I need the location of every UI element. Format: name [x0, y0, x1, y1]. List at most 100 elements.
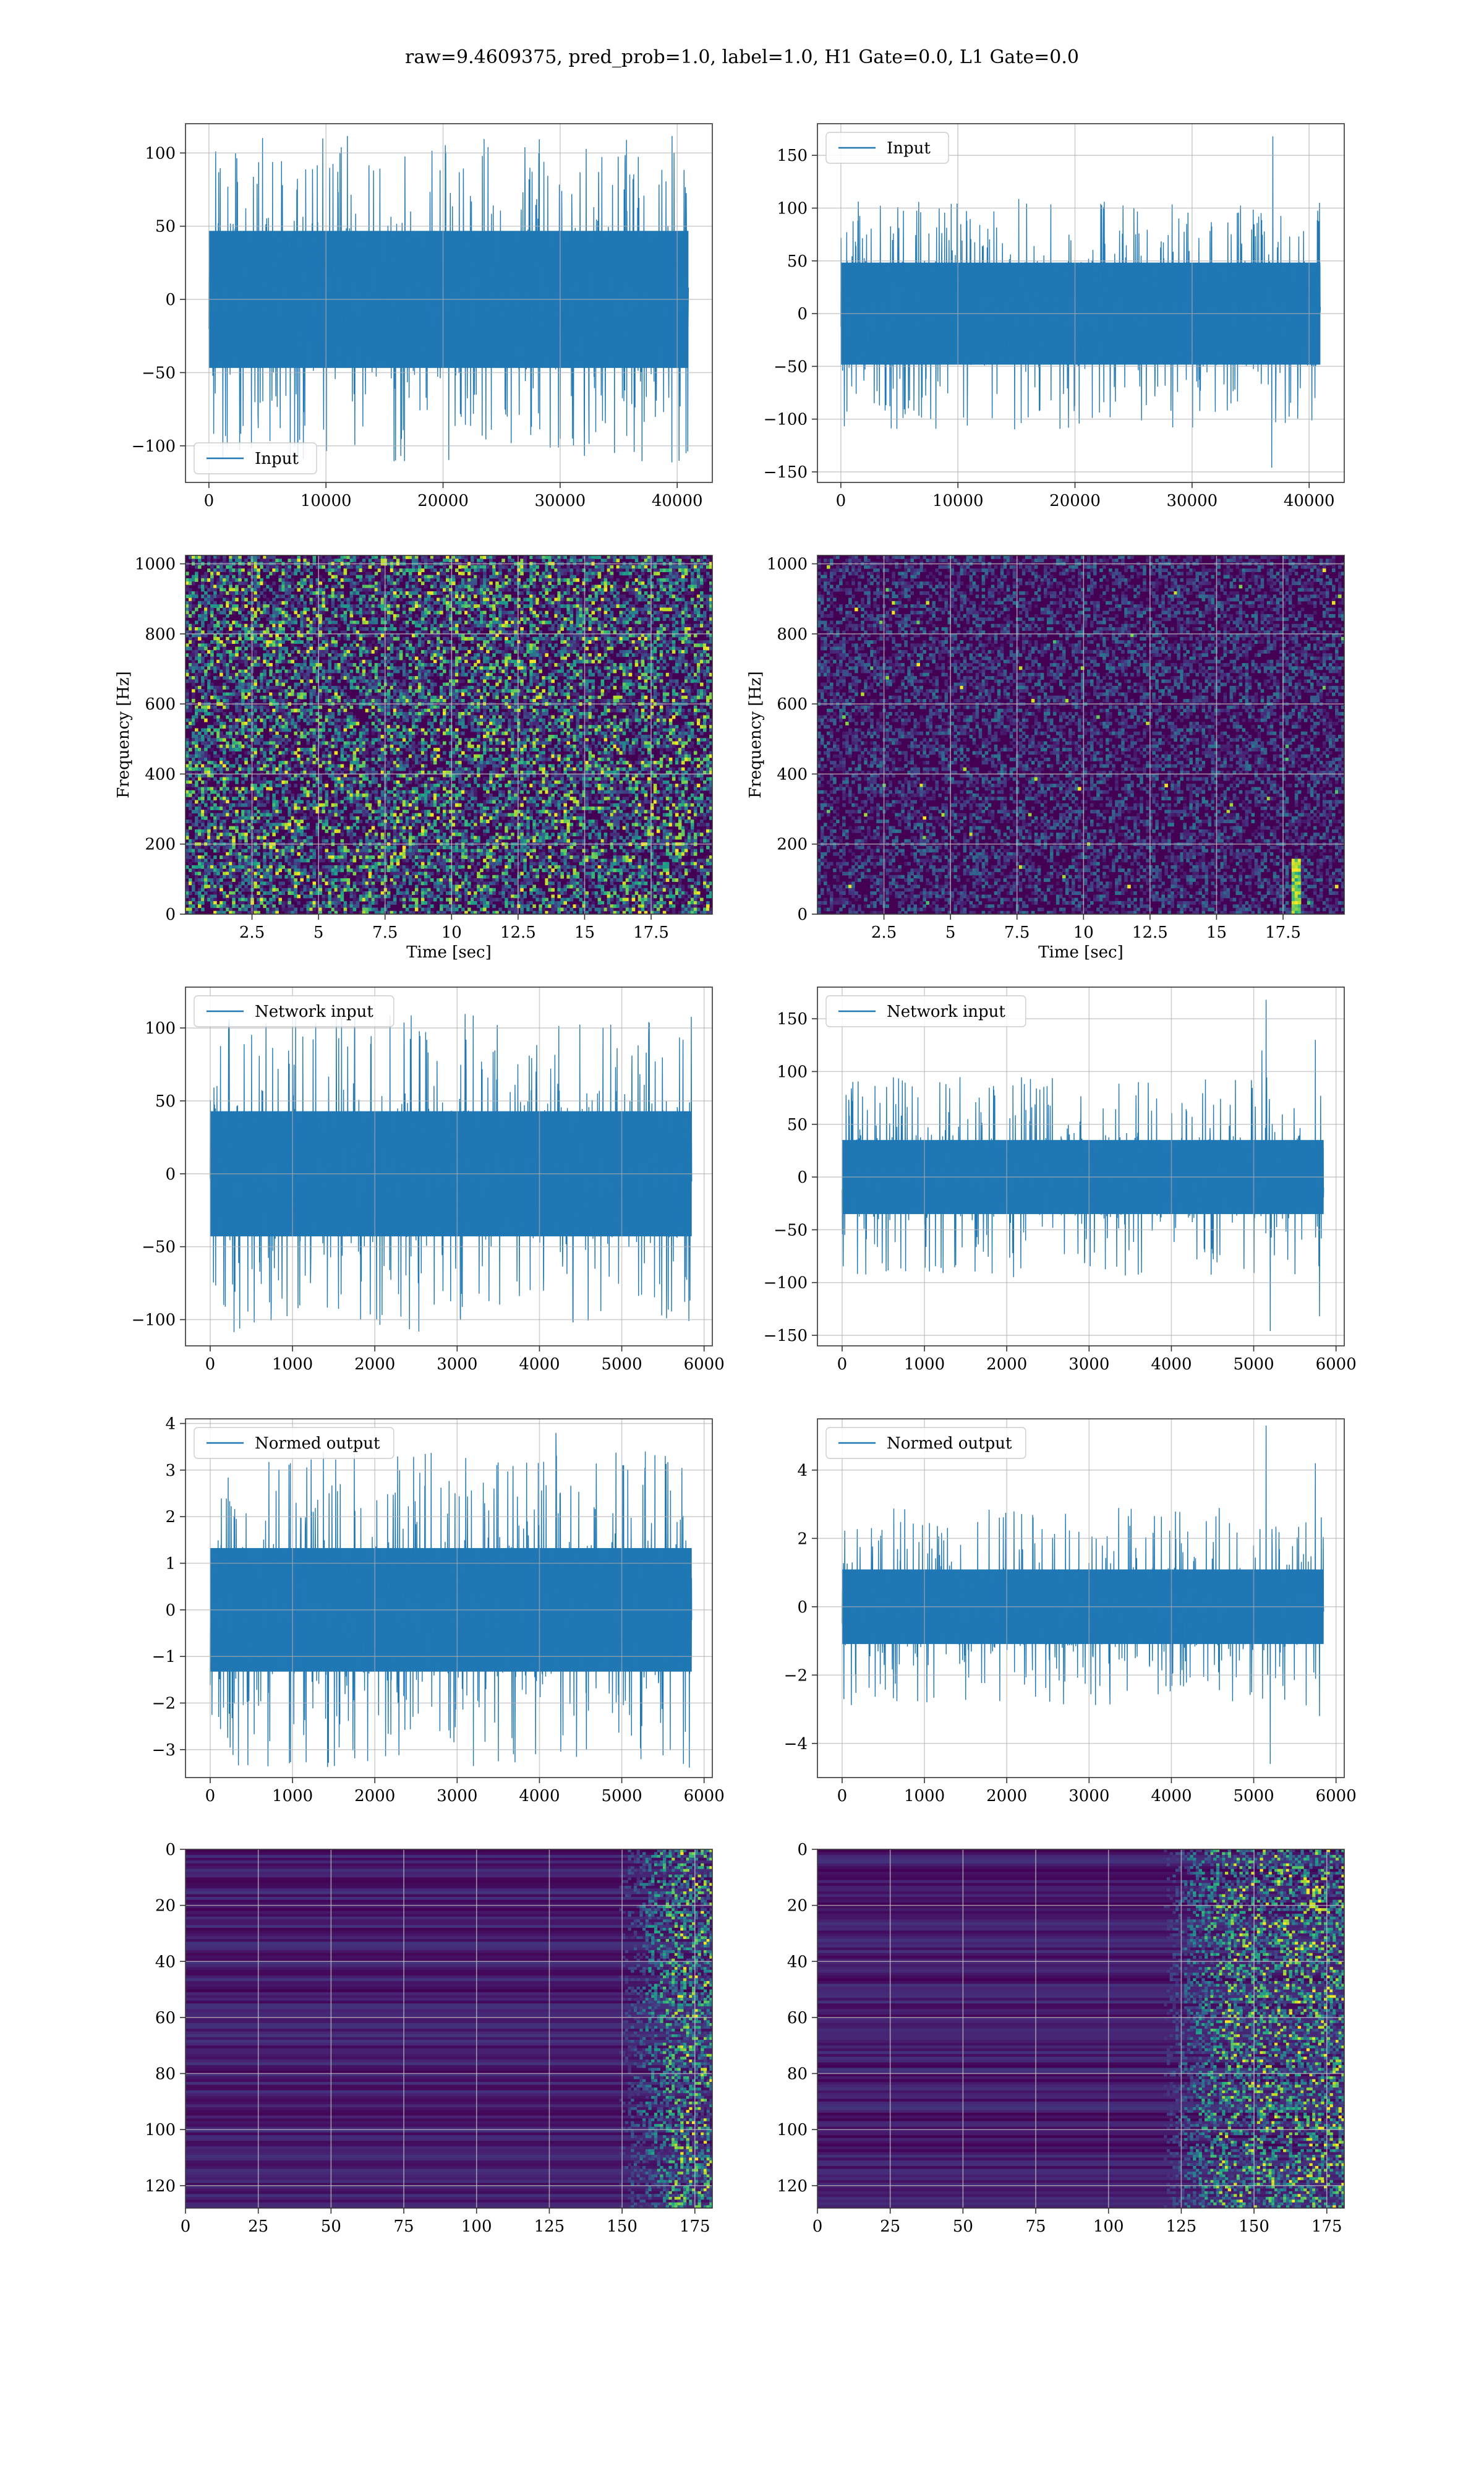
subplot-h1-spectrogram: 2.5 5 7.5 10 12.5 15 17.5 0 200 400 600 800 1000 Time…	[114, 555, 713, 962]
x-tick-label: 2000	[986, 1787, 1027, 1805]
y-axis-label: Frequency [Hz]	[746, 671, 765, 798]
x-tick-label: 4000	[519, 1787, 560, 1805]
y-tick-label: −2	[152, 1694, 176, 1713]
x-tick-label: 3000	[1068, 1355, 1109, 1374]
x-tick-label: 3000	[437, 1787, 477, 1805]
y-tick-label: −150	[764, 463, 808, 482]
legend: Input	[194, 442, 317, 474]
y-tick-label: 2	[165, 1508, 176, 1526]
y-tick-label: 100	[145, 1019, 176, 1038]
y-tick-label: −50	[774, 1221, 808, 1239]
subplot-h1-input: 0 10000 20000 30000 40000 −100 −50 0 50 100 Input	[132, 123, 713, 510]
y-tick-label: −100	[764, 411, 808, 429]
x-tick-label: 20000	[1049, 492, 1101, 510]
x-tick-label: 2000	[986, 1355, 1027, 1374]
y-tick-label: 400	[777, 765, 808, 784]
y-tick-label: −50	[142, 1238, 176, 1257]
grid	[817, 555, 1344, 914]
x-tick-label: 125	[1166, 2217, 1197, 2236]
x-tick-label: 150	[1239, 2217, 1269, 2236]
y-tick-label: −4	[784, 1735, 808, 1753]
x-tick-label: 10000	[932, 492, 984, 510]
x-tick-label: 0	[836, 492, 846, 510]
legend: Normed output	[194, 1427, 394, 1459]
y-tick-label: 100	[777, 2121, 808, 2139]
signal-line	[208, 135, 689, 464]
x-axis-label: Time [sec]	[406, 943, 492, 962]
y-tick-label: 150	[777, 1010, 808, 1029]
x-tick-label: 3000	[1068, 1787, 1109, 1805]
x-tick-label: 10000	[301, 492, 352, 510]
x-tick-label: 1000	[272, 1355, 313, 1374]
x-tick-label: 17.5	[633, 923, 669, 942]
y-tick-label: 100	[777, 199, 808, 218]
y-tick-label: 0	[165, 905, 176, 924]
x-tick-label: 150	[607, 2217, 638, 2236]
y-tick-label: 50	[787, 1116, 808, 1134]
x-tick-label: 175	[680, 2217, 710, 2236]
grid	[186, 1849, 712, 2208]
x-tick-label: 30000	[535, 492, 586, 510]
x-tick-label: 5000	[601, 1787, 642, 1805]
y-tick-label: 4	[165, 1415, 176, 1434]
legend-box	[825, 1427, 1026, 1459]
y-tick-label: −100	[132, 1311, 176, 1330]
x-tick-label: 4000	[1151, 1355, 1192, 1374]
y-tick-label: 40	[787, 1953, 808, 1971]
x-tick-label: 4000	[519, 1355, 560, 1374]
grid	[186, 124, 712, 482]
y-tick-label: 40	[155, 1953, 176, 1971]
legend-box	[194, 442, 317, 474]
ticks: 2.5 5 7.5 10 12.5 15 17.5 0 200 400 600 800 1000	[135, 555, 669, 942]
y-tick-label: 50	[787, 252, 808, 271]
signal-line	[840, 136, 1321, 468]
y-tick-label: −50	[774, 357, 808, 376]
y-tick-label: −3	[152, 1741, 176, 1760]
axes-frame	[817, 987, 1345, 1346]
x-tick-label: 0	[837, 1355, 848, 1374]
x-tick-label: 125	[534, 2217, 565, 2236]
subplot-l1-input: 0 10000 20000 30000 40000 −150 −100 −50 0 50 100 15…	[764, 123, 1345, 510]
x-tick-label: 15	[574, 923, 595, 942]
axes-frame	[185, 1849, 713, 2209]
y-tick-label: −1	[152, 1648, 176, 1666]
y-tick-label: 0	[165, 291, 176, 309]
y-tick-label: 50	[155, 1092, 176, 1111]
ticks: 0 1000 2000 3000 4000 5000 6000 −100 −50 0 50 100	[132, 1019, 725, 1374]
ticks: 0 25 50 75 100 125 150 175 0 20 40 60 80 100 120	[777, 1841, 1342, 2236]
x-tick-label: 2.5	[871, 923, 897, 942]
y-tick-label: 100	[145, 144, 176, 163]
x-tick-label: 40000	[1284, 492, 1335, 510]
x-tick-label: 1000	[904, 1787, 945, 1805]
legend: Input	[825, 132, 949, 164]
y-tick-label: 800	[145, 625, 176, 644]
subplot-h1-normed-output: 0 1000 2000 3000 4000 5000 6000 −3 −2 −1 0 1 2 3 4 Norm…	[152, 1415, 725, 1805]
subplot-l1-spectrogram: 2.5 5 7.5 10 12.5 15 17.5 0 200 400 600 800 1000 Time…	[746, 555, 1345, 962]
y-tick-label: 20	[155, 1897, 176, 1915]
x-tick-label: 30000	[1167, 492, 1218, 510]
x-tick-label: 12.5	[1132, 923, 1168, 942]
x-tick-label: 25	[248, 2217, 268, 2236]
ticks: 0 10000 20000 30000 40000 −150 −100 −50 0 50 100 15…	[764, 147, 1335, 510]
y-tick-label: 0	[797, 905, 808, 924]
x-axis-label: Time [sec]	[1038, 943, 1124, 962]
axes-frame	[817, 1418, 1345, 1778]
axes-frame	[817, 555, 1345, 915]
plot-area	[186, 555, 712, 914]
y-tick-label: 400	[145, 765, 176, 784]
ticks: 2.5 5 7.5 10 12.5 15 17.5 0 200 400 600 800 1000	[767, 555, 1301, 942]
x-tick-label: 0	[837, 1787, 848, 1805]
axes-frame	[185, 1418, 713, 1778]
y-tick-label: 0	[165, 1165, 176, 1184]
y-tick-label: −50	[142, 364, 176, 382]
subplots: 0 10000 20000 30000 40000−100−50050100Input0…	[114, 123, 1357, 2236]
legend-label: Input	[887, 139, 931, 158]
legend: Network input	[825, 995, 1026, 1027]
plot-area	[186, 1419, 712, 1778]
x-tick-label: 175	[1311, 2217, 1342, 2236]
x-tick-label: 7.5	[1004, 923, 1030, 942]
legend: Network input	[194, 995, 394, 1027]
legend-label: Normed output	[887, 1434, 1012, 1453]
grid	[817, 1849, 1344, 2208]
